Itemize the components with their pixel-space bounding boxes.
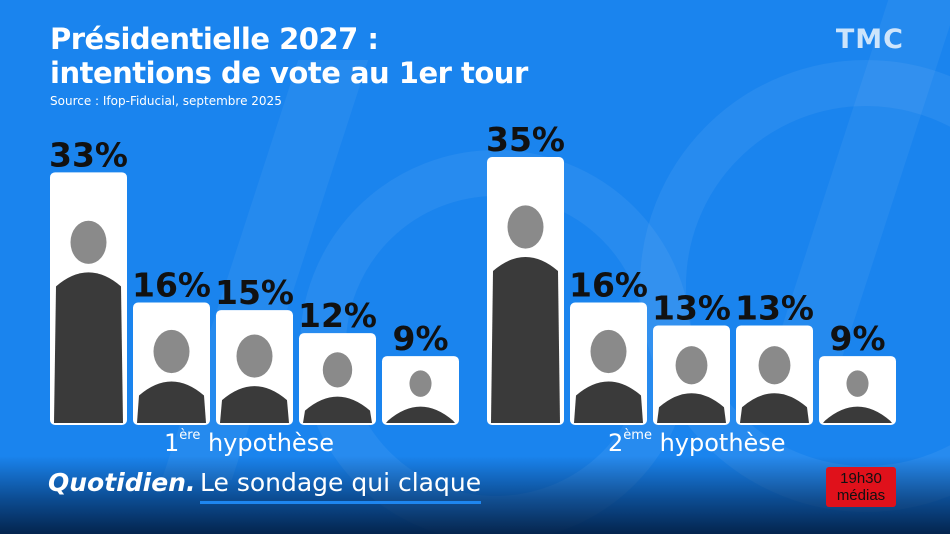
program-badge: 19h30 médias bbox=[826, 467, 896, 507]
portrait-h1-1 bbox=[54, 220, 123, 423]
hypothesis-2-label: 2ème hypothèse bbox=[608, 428, 786, 457]
lower-third-bar bbox=[0, 456, 950, 534]
portrait-h2-4 bbox=[740, 346, 809, 423]
show-name: Quotidien. bbox=[48, 468, 196, 497]
value-label-h1-5: 9% bbox=[392, 319, 448, 358]
portrait-h2-3 bbox=[657, 346, 726, 423]
value-label-h2-2: 16% bbox=[569, 265, 648, 304]
hypothesis-1-label: 1ère hypothèse bbox=[164, 428, 334, 457]
portrait-h1-4 bbox=[303, 352, 372, 423]
value-label-h2-3: 13% bbox=[652, 288, 731, 327]
hypothesis-2-ordinal: ème bbox=[623, 428, 652, 443]
hypothesis-2-number: 2 bbox=[608, 429, 624, 457]
hypothesis-1-word: hypothèse bbox=[200, 429, 334, 457]
portrait-h1-2 bbox=[137, 329, 206, 423]
portrait-h1-3 bbox=[220, 334, 289, 423]
value-label-h1-1: 33% bbox=[49, 135, 128, 174]
value-label-h1-3: 15% bbox=[215, 273, 294, 312]
portrait-h2-2 bbox=[574, 329, 643, 423]
chart-title: Présidentielle 2027 : intentions de vote… bbox=[50, 22, 528, 90]
title-line-1: Présidentielle 2027 : bbox=[50, 22, 379, 56]
badge-line-1: 19h30 bbox=[840, 470, 882, 487]
segment-title: Le sondage qui claque bbox=[200, 468, 482, 504]
title-line-2: intentions de vote au 1er tour bbox=[50, 56, 528, 90]
tmc-logo: TMC bbox=[835, 24, 904, 55]
portrait-h1-5 bbox=[386, 370, 455, 423]
value-label-h2-1: 35% bbox=[486, 120, 565, 159]
portrait-h2-5 bbox=[823, 370, 892, 423]
chart-source: Source : Ifop-Fiducial, septembre 2025 bbox=[50, 94, 282, 108]
hypothesis-1-ordinal: ère bbox=[179, 428, 201, 443]
value-label-h2-5: 9% bbox=[829, 319, 885, 358]
hypothesis-1-number: 1 bbox=[164, 429, 180, 457]
value-label-h1-4: 12% bbox=[298, 296, 377, 335]
value-label-h1-2: 16% bbox=[132, 265, 211, 304]
badge-line-2: médias bbox=[836, 487, 886, 504]
value-label-h2-4: 13% bbox=[735, 288, 814, 327]
hypothesis-2-word: hypothèse bbox=[651, 429, 786, 457]
portrait-h2-1 bbox=[491, 205, 560, 423]
